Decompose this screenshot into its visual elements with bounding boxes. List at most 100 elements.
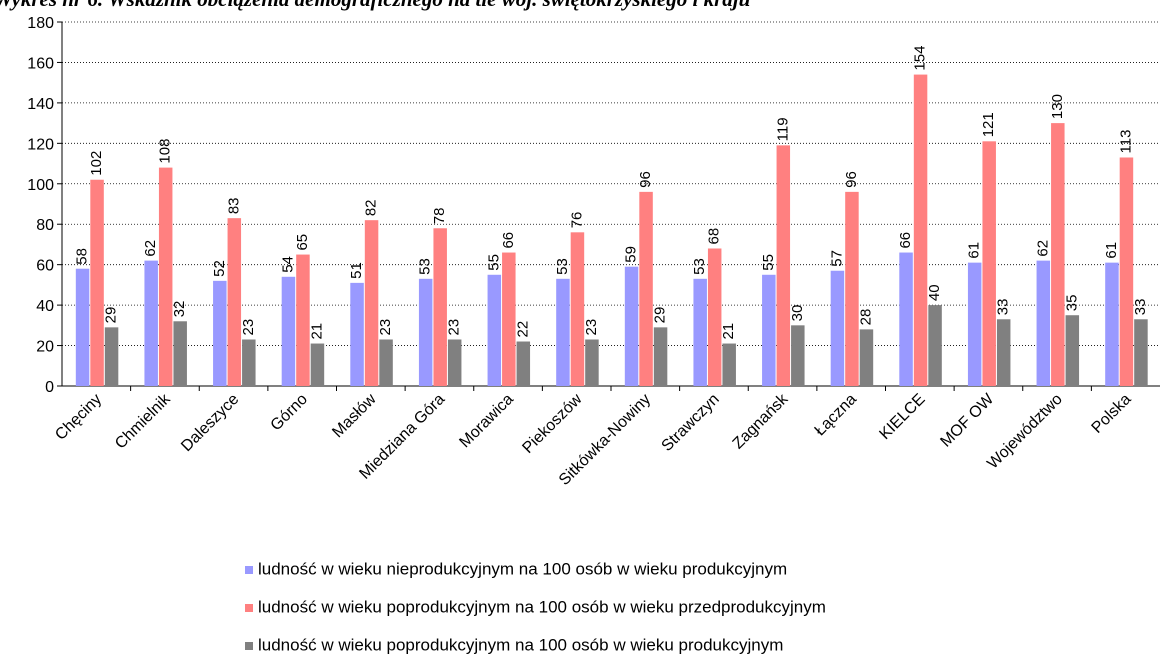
legend-swatch — [245, 642, 253, 650]
bar — [90, 179, 104, 386]
y-tick-label: 60 — [36, 258, 54, 275]
bar — [296, 254, 310, 386]
bar — [653, 327, 668, 386]
value-label: 62 — [142, 240, 159, 257]
value-label: 21 — [308, 323, 325, 340]
y-tick-label: 160 — [27, 55, 54, 72]
bar — [624, 266, 639, 386]
x-tick-label: Masłów — [329, 390, 380, 441]
x-tick-label: Zagnańsk — [730, 390, 792, 452]
y-tick-label: 180 — [27, 15, 54, 32]
x-tick-label: Chęciny — [52, 391, 105, 444]
value-label: 57 — [828, 250, 845, 267]
bar — [242, 339, 256, 386]
value-label: 66 — [897, 232, 914, 249]
value-label: 29 — [103, 307, 120, 324]
value-label: 28 — [857, 309, 874, 326]
bar — [213, 280, 227, 386]
bar — [791, 325, 805, 386]
y-tick-label: 0 — [45, 379, 54, 396]
x-tick-label: MOF OW — [937, 390, 997, 450]
bar — [556, 278, 570, 386]
value-label: 33 — [1132, 299, 1149, 316]
value-label: 21 — [720, 323, 737, 340]
bar — [227, 218, 242, 386]
y-tick-label: 140 — [27, 96, 54, 113]
value-label: 53 — [691, 258, 708, 275]
bar — [996, 319, 1011, 386]
chart-title: Wykres nr 6. Wskaźnik obciążenia demogra… — [0, 0, 750, 11]
legend-label: ludność w wieku nieprodukcyjnym na 100 o… — [258, 559, 787, 578]
bar — [1105, 262, 1119, 386]
value-label: 66 — [500, 232, 517, 249]
value-label: 119 — [774, 117, 791, 141]
bar — [928, 305, 942, 386]
bar — [707, 248, 722, 386]
legend-label: ludność w wieku poprodukcyjnym na 100 os… — [258, 635, 783, 654]
bar — [144, 260, 158, 386]
value-label: 96 — [637, 171, 654, 188]
x-tick-label: Chmielnik — [112, 390, 174, 452]
value-label: 121 — [980, 112, 997, 137]
bar — [776, 145, 791, 386]
bar — [447, 339, 462, 386]
value-label: 58 — [74, 248, 91, 265]
value-label: 51 — [348, 262, 365, 279]
y-tick-label: 20 — [36, 339, 54, 356]
value-label: 82 — [363, 199, 380, 216]
value-label: 108 — [157, 139, 174, 164]
value-label: 55 — [760, 254, 777, 271]
value-label: 53 — [554, 258, 571, 275]
value-label: 62 — [1034, 240, 1051, 257]
bar — [516, 341, 531, 386]
value-label: 55 — [485, 254, 502, 271]
value-label: 23 — [377, 319, 394, 336]
value-label: 65 — [294, 234, 311, 251]
legend-swatch — [245, 604, 253, 612]
x-tick-label: Polska — [1089, 391, 1135, 437]
bar — [104, 327, 119, 386]
value-label: 68 — [706, 228, 723, 245]
bar — [158, 167, 173, 386]
bar — [585, 339, 599, 386]
value-label: 102 — [88, 151, 105, 176]
value-label: 22 — [514, 321, 531, 338]
value-label: 113 — [1117, 130, 1134, 154]
bar — [364, 220, 379, 386]
x-tick-label: Strawczyn — [659, 391, 723, 455]
bar — [173, 321, 187, 386]
legend-swatch — [245, 566, 253, 574]
value-label: 23 — [583, 319, 600, 336]
value-label: 40 — [926, 284, 943, 301]
x-tick-label: Daleszyce — [178, 391, 242, 455]
y-tick-label: 100 — [27, 177, 54, 194]
bar — [379, 339, 393, 386]
value-label: 61 — [966, 242, 983, 259]
value-label: 23 — [240, 319, 257, 336]
value-label: 54 — [279, 256, 296, 273]
value-label: 96 — [843, 171, 860, 188]
value-label: 61 — [1103, 242, 1120, 259]
value-label: 35 — [1063, 295, 1080, 312]
bar — [1051, 123, 1065, 386]
y-tick-label: 80 — [36, 217, 54, 234]
bar — [830, 270, 845, 386]
value-label: 30 — [789, 305, 806, 322]
value-label: 130 — [1049, 94, 1066, 119]
bar — [281, 276, 296, 386]
bar — [487, 274, 502, 386]
bar — [1036, 260, 1051, 386]
bar — [639, 191, 653, 386]
x-tick-label: Morawica — [456, 391, 517, 452]
bar — [1065, 315, 1080, 386]
bar — [502, 252, 516, 386]
bar — [845, 191, 859, 386]
bar — [433, 228, 447, 386]
bar — [967, 262, 982, 386]
x-tick-label: KIELCE — [876, 391, 928, 443]
bar — [693, 278, 707, 386]
bar — [762, 274, 776, 386]
bar — [1134, 319, 1148, 386]
value-label: 53 — [417, 258, 434, 275]
value-label: 76 — [568, 212, 585, 229]
